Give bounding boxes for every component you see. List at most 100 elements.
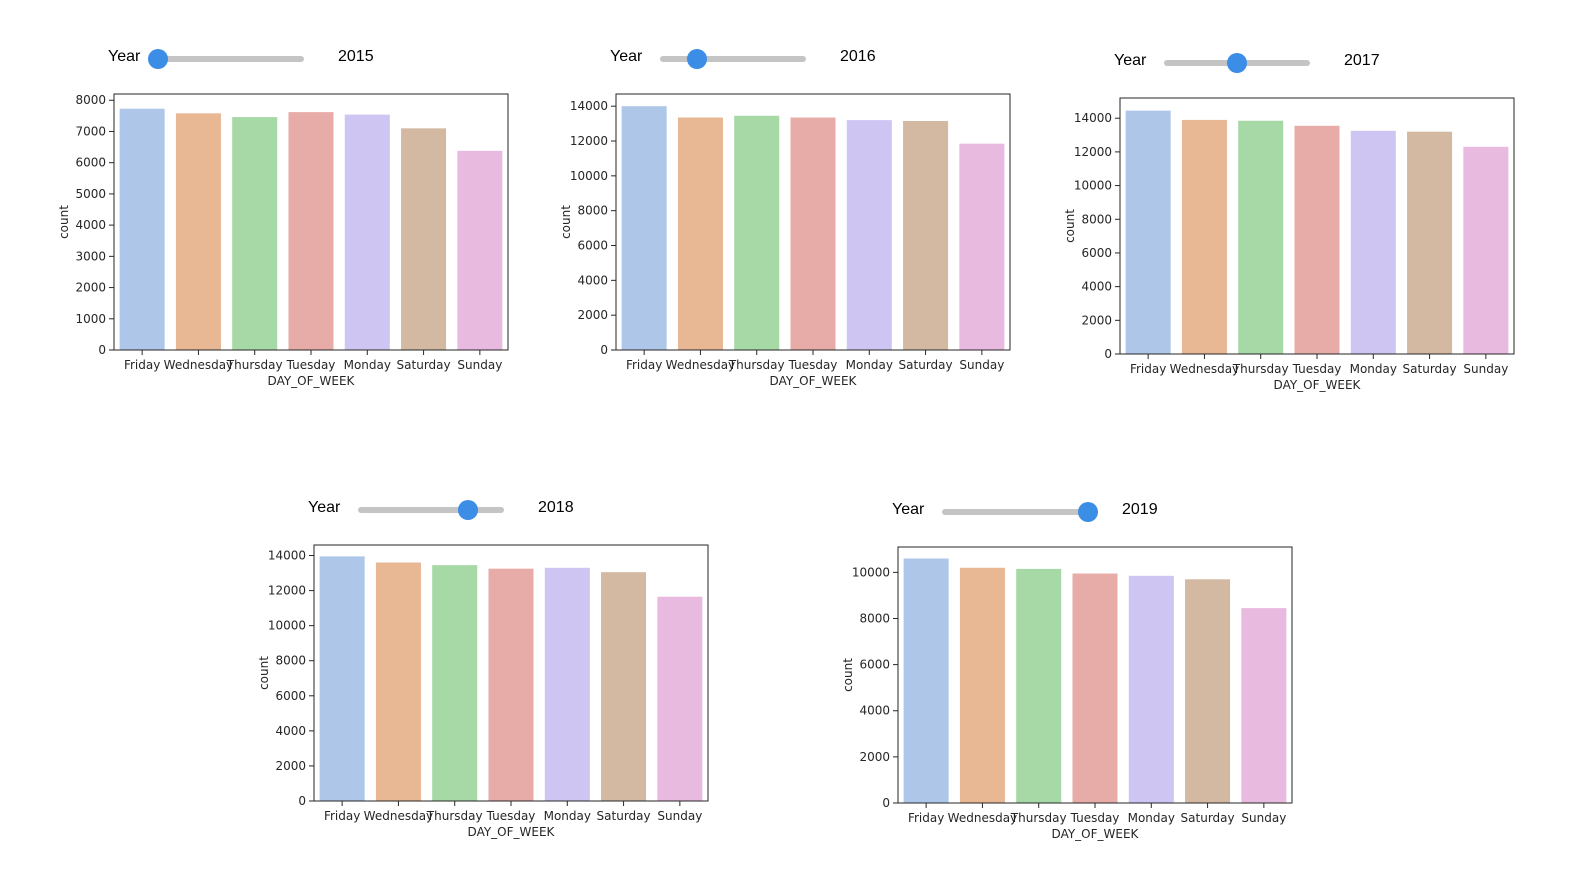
x-tick-label: Thursday: [1232, 362, 1289, 376]
year-slider-label: Year: [108, 48, 141, 65]
y-tick-label: 12000: [570, 134, 608, 148]
bar-friday: [1125, 110, 1171, 354]
bar-sunday: [657, 596, 703, 801]
bar-monday: [846, 120, 892, 350]
x-tick-label: Wednesday: [364, 809, 433, 823]
bar-thursday: [734, 115, 780, 350]
bar-monday: [344, 114, 390, 350]
y-tick-label: 6000: [859, 658, 890, 672]
year-slider-handle[interactable]: [457, 500, 478, 520]
year-panel-4: Year 2019 0 2000 4000 6000 8000 10000 Friday Wedn…: [834, 493, 1314, 853]
x-tick-label: Wednesday: [666, 358, 735, 372]
year-slider-value: 2017: [1344, 52, 1380, 69]
y-tick-label: 2000: [275, 759, 306, 773]
x-tick-label: Friday: [124, 358, 160, 372]
bar-saturday: [601, 572, 647, 801]
x-tick-label: Sunday: [657, 809, 702, 823]
bar-tuesday: [790, 117, 836, 350]
bar-monday: [1350, 130, 1396, 354]
bar-thursday: [432, 565, 478, 801]
y-tick-label: 6000: [1081, 246, 1112, 260]
year-slider-track[interactable]: [358, 500, 504, 520]
y-tick-label: 5000: [75, 187, 106, 201]
bar-saturday: [401, 128, 447, 350]
year-slider-track[interactable]: [148, 49, 304, 69]
x-tick-label: Saturday: [1181, 811, 1235, 825]
x-tick-label: Monday: [544, 809, 591, 823]
year-panel-1: Year 2016 0 2000 4000 6000 8000 10000 12000 14000…: [552, 40, 1032, 400]
y-tick-label: 6000: [577, 239, 608, 253]
y-tick-label: 2000: [75, 281, 106, 295]
x-axis-label: DAY_OF_WEEK: [268, 374, 356, 388]
year-slider-track[interactable]: [1164, 53, 1310, 73]
year-slider-row: Year 2016: [552, 40, 1032, 80]
bar-tuesday: [288, 112, 334, 350]
bar-wednesday: [677, 117, 723, 350]
x-axis-label: DAY_OF_WEEK: [1274, 378, 1362, 392]
year-slider-track[interactable]: [660, 49, 806, 69]
x-tick-label: Wednesday: [948, 811, 1017, 825]
x-tick-label: Friday: [626, 358, 662, 372]
y-tick-label: 10000: [268, 619, 306, 633]
x-tick-label: Tuesday: [1070, 811, 1120, 825]
y-tick-label: 10000: [852, 565, 890, 579]
year-slider-handle[interactable]: [1227, 53, 1247, 73]
y-tick-label: 0: [98, 343, 106, 357]
y-tick-label: 6000: [75, 156, 106, 170]
y-axis-label: count: [841, 658, 855, 692]
y-tick-label: 3000: [75, 249, 106, 263]
x-tick-label: Friday: [1130, 362, 1166, 376]
bar-chart: 0 1000 2000 3000 4000 5000 6000 7000 8000 Friday W…: [57, 93, 509, 388]
y-tick-label: 14000: [570, 99, 608, 113]
year-slider-label: Year: [892, 501, 925, 518]
year-slider-handle[interactable]: [148, 49, 168, 69]
bar-friday: [319, 556, 365, 801]
bar-chart: 0 2000 4000 6000 8000 10000 12000 14000 Friday We…: [1063, 97, 1515, 392]
x-axis-label: DAY_OF_WEEK: [468, 825, 556, 839]
y-tick-label: 8000: [1081, 212, 1112, 226]
y-tick-label: 1000: [75, 312, 106, 326]
bar-monday: [544, 567, 590, 801]
x-tick-label: Monday: [1128, 811, 1175, 825]
bar-wednesday: [959, 567, 1005, 803]
bar-sunday: [457, 150, 503, 350]
bar-chart: 0 2000 4000 6000 8000 10000 12000 14000 Friday We…: [257, 544, 709, 839]
year-slider-handle[interactable]: [686, 49, 707, 69]
year-slider-row: Year 2018: [250, 491, 730, 531]
x-tick-label: Tuesday: [486, 809, 536, 823]
x-tick-label: Sunday: [959, 358, 1004, 372]
bar-friday: [119, 108, 165, 350]
x-tick-label: Monday: [1350, 362, 1397, 376]
y-tick-label: 10000: [1074, 179, 1112, 193]
y-tick-label: 7000: [75, 124, 106, 138]
y-axis-label: count: [57, 205, 71, 239]
x-tick-label: Wednesday: [1170, 362, 1239, 376]
year-slider-row: Year 2017: [1056, 44, 1536, 84]
y-axis-label: count: [1063, 209, 1077, 243]
y-tick-label: 8000: [275, 654, 306, 668]
bar-saturday: [903, 120, 949, 350]
x-axis-label: DAY_OF_WEEK: [1052, 827, 1140, 841]
x-tick-label: Wednesday: [164, 358, 233, 372]
year-slider-value: 2019: [1122, 501, 1158, 518]
x-tick-label: Thursday: [728, 358, 785, 372]
year-slider-label: Year: [1114, 52, 1147, 69]
y-tick-label: 8000: [75, 93, 106, 107]
bar-friday: [903, 558, 949, 803]
year-slider-label: Year: [308, 499, 341, 516]
y-tick-label: 12000: [268, 584, 306, 598]
y-tick-label: 2000: [577, 308, 608, 322]
x-tick-label: Sunday: [1463, 362, 1508, 376]
year-slider-handle[interactable]: [1078, 502, 1098, 522]
y-tick-label: 4000: [577, 273, 608, 287]
y-tick-label: 0: [298, 794, 306, 808]
y-tick-label: 4000: [275, 724, 306, 738]
year-slider-row: Year 2019: [834, 493, 1314, 533]
bar-sunday: [1241, 608, 1287, 803]
x-tick-label: Saturday: [899, 358, 953, 372]
y-tick-label: 0: [1104, 347, 1112, 361]
year-slider-row: Year 2015: [50, 40, 530, 80]
x-tick-label: Monday: [344, 358, 391, 372]
x-tick-label: Thursday: [226, 358, 283, 372]
year-slider-track[interactable]: [942, 502, 1098, 522]
